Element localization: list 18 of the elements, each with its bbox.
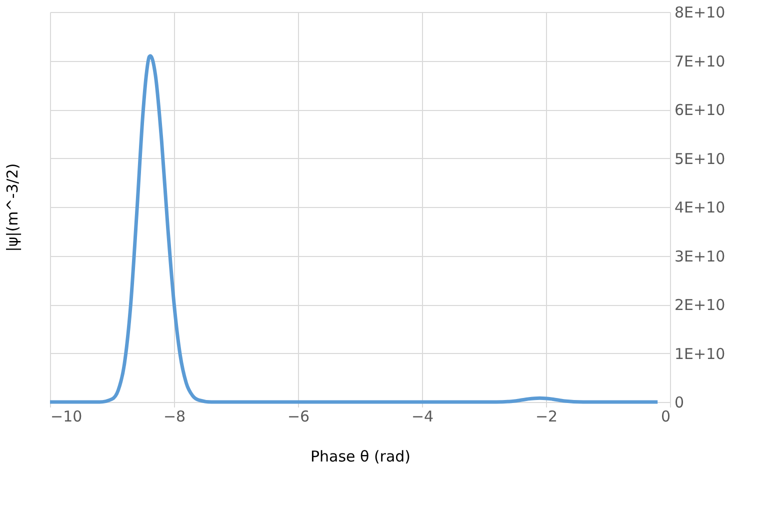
x-axis-title: Phase θ (rad) xyxy=(310,448,411,466)
x-tick-label: −4 xyxy=(411,408,434,426)
y-tick-label: 6E+10 xyxy=(674,101,726,119)
x-tick-label: −2 xyxy=(535,408,558,426)
x-tick-label: −6 xyxy=(287,408,310,426)
x-tick-label: −8 xyxy=(163,408,186,426)
y-tick-label: 0 xyxy=(674,394,684,412)
y-tick-label: 8E+10 xyxy=(674,4,726,22)
y-tick-label: 7E+10 xyxy=(674,52,726,70)
y-tick-label: 4E+10 xyxy=(674,198,726,216)
line-series xyxy=(48,54,660,404)
x-tick-label: 0 xyxy=(660,408,670,426)
y-axis-title: |ψ|(m^-3/2) xyxy=(4,163,22,252)
y-tick-label: 1E+10 xyxy=(674,344,726,363)
x-tick-label: −10 xyxy=(50,408,82,426)
y-tick-label: 3E+10 xyxy=(674,247,726,266)
y-tick-label: 2E+10 xyxy=(674,296,726,314)
y-tick-label: 5E+10 xyxy=(674,150,726,168)
